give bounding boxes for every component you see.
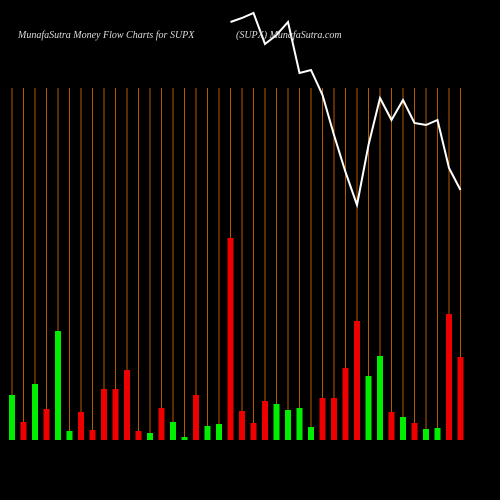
bar xyxy=(78,412,84,440)
bar xyxy=(20,422,27,440)
chart-title: MunafaSutra Money Flow Charts for SUPX xyxy=(17,30,195,41)
bar xyxy=(204,426,211,440)
bar xyxy=(342,368,349,440)
bar xyxy=(193,395,199,440)
bar xyxy=(9,395,15,440)
bar xyxy=(239,411,245,440)
bar xyxy=(135,431,142,440)
bar xyxy=(296,408,303,440)
bar xyxy=(66,431,73,440)
bar xyxy=(400,417,406,440)
bar xyxy=(308,427,314,440)
bar xyxy=(101,389,107,440)
bar xyxy=(89,430,96,440)
bar xyxy=(170,422,176,440)
bar xyxy=(434,428,441,440)
bar xyxy=(411,423,418,440)
bar xyxy=(331,398,337,440)
bars xyxy=(9,238,464,440)
bar xyxy=(388,412,395,440)
line xyxy=(230,11,462,209)
bar xyxy=(112,389,119,440)
bar xyxy=(446,314,452,440)
bar xyxy=(457,357,464,440)
bar xyxy=(250,423,257,440)
bar xyxy=(262,401,268,440)
bar xyxy=(273,404,280,440)
bar xyxy=(43,409,50,440)
bar xyxy=(216,424,222,440)
bar xyxy=(124,370,130,440)
bar xyxy=(377,356,383,440)
bar xyxy=(158,408,165,440)
chart-subtitle: (SUPX) MunafaSutra.com xyxy=(236,30,342,41)
bar xyxy=(181,437,188,440)
bar xyxy=(319,398,326,440)
bar xyxy=(354,321,360,440)
bar xyxy=(55,331,61,440)
bar xyxy=(227,238,234,440)
bar xyxy=(423,429,429,440)
bar xyxy=(365,376,372,440)
bar xyxy=(285,410,291,440)
bar xyxy=(32,384,38,440)
bar xyxy=(147,433,153,440)
